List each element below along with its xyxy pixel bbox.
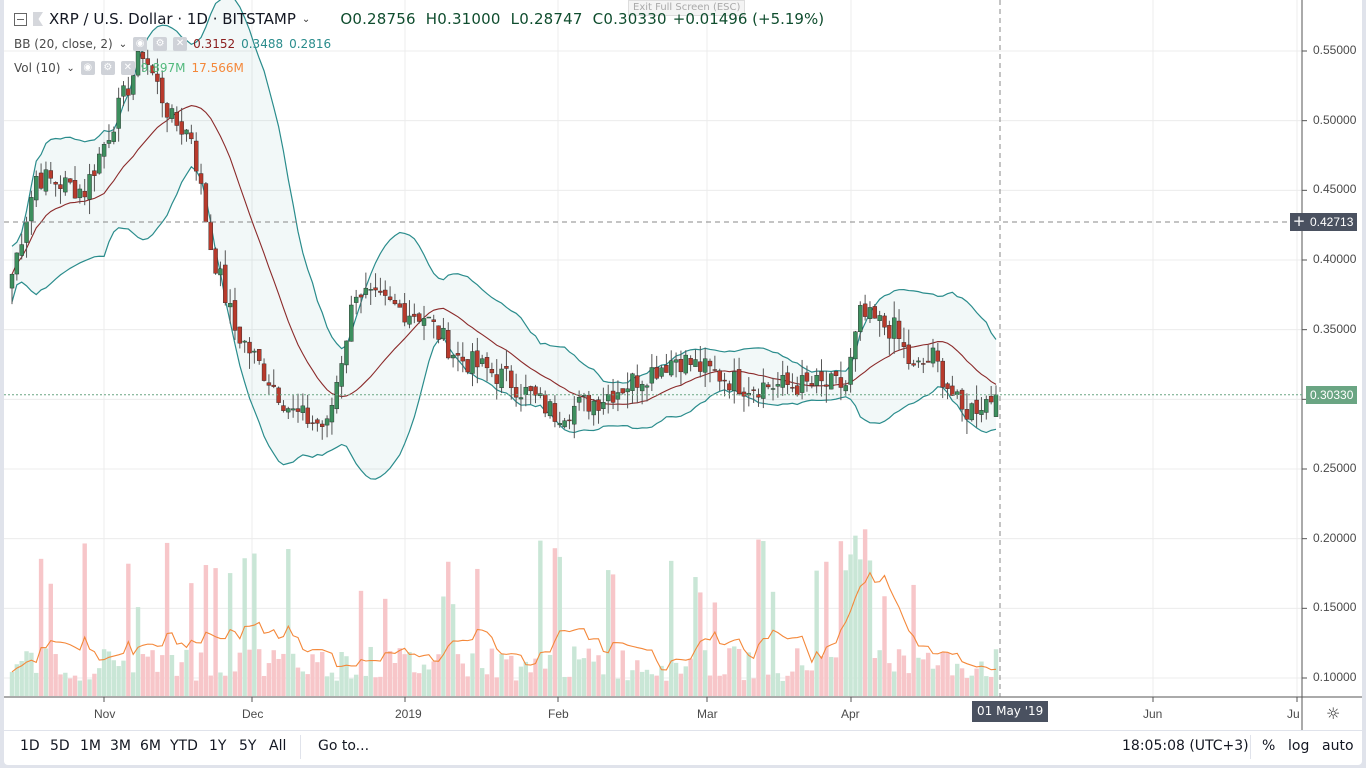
bottom-toolbar: 1D 5D 1M 3M 6M YTD 1Y 5Y All Go to... 18:05:08 (… bbox=[4, 730, 1362, 763]
price-tick-label: 0.55000 bbox=[1313, 43, 1357, 57]
price-tick-label: 0.35000 bbox=[1313, 321, 1357, 336]
ohlc-open: O0.28756 bbox=[340, 10, 416, 28]
crosshair-date-badge: 01 May '19 bbox=[972, 701, 1049, 722]
timeframe-all[interactable]: All bbox=[269, 738, 287, 754]
price-tick-label: 0.20000 bbox=[1313, 530, 1357, 545]
time-tick-label: Jun bbox=[1143, 707, 1163, 721]
time-tick-label: Ju bbox=[1287, 707, 1300, 721]
chart-settings-gear-icon[interactable]: ☼ bbox=[1326, 704, 1341, 723]
price-tick-label: 0.10000 bbox=[1313, 670, 1357, 684]
time-tick-label: Nov bbox=[94, 707, 116, 721]
close-icon[interactable]: ✕ bbox=[120, 61, 135, 75]
ohlc-low: L0.28747 bbox=[510, 10, 583, 28]
clock-timezone[interactable]: 18:05:08 (UTC+3) bbox=[1122, 738, 1249, 754]
price-tick-label: 0.50000 bbox=[1313, 112, 1357, 127]
toolbar-divider bbox=[1250, 735, 1251, 759]
bb-label[interactable]: BB (20, close, 2) bbox=[14, 37, 113, 51]
collapse-legend-icon[interactable] bbox=[14, 12, 27, 26]
timeframe-6m[interactable]: 6M bbox=[140, 738, 161, 754]
symbol-title[interactable]: XRP / U.S. Dollar · 1D · BITSTAMP bbox=[49, 10, 296, 28]
chevron-down-icon[interactable]: ⌄ bbox=[118, 38, 128, 50]
time-tick-label: Feb bbox=[548, 707, 569, 721]
price-tick-label: 0.45000 bbox=[1313, 182, 1357, 197]
flag-icon[interactable] bbox=[33, 12, 43, 26]
ohlc-change: +0.01496 (+5.19%) bbox=[672, 10, 825, 28]
price-tick-label: 0.15000 bbox=[1313, 600, 1357, 615]
goto-button[interactable]: Go to... bbox=[318, 738, 370, 754]
time-tick-label: Dec bbox=[242, 707, 264, 721]
auto-scale-toggle[interactable]: auto bbox=[1322, 738, 1354, 754]
ohlc-high: H0.31000 bbox=[425, 10, 501, 28]
bb-lower-value: 0.2816 bbox=[289, 37, 332, 51]
price-tick-label: 0.25000 bbox=[1313, 461, 1357, 475]
log-scale-toggle[interactable]: log bbox=[1288, 738, 1310, 754]
time-tick-label: Mar bbox=[697, 707, 718, 721]
close-icon[interactable]: ✕ bbox=[173, 37, 188, 51]
percent-scale-toggle[interactable]: % bbox=[1262, 738, 1276, 754]
timeframe-1y[interactable]: 1Y bbox=[209, 738, 227, 754]
volume-value: 9.897M bbox=[140, 61, 186, 75]
crosshair-price-badge: 0.42713 bbox=[1306, 213, 1358, 231]
vol-label[interactable]: Vol (10) bbox=[14, 61, 61, 75]
toolbar-divider bbox=[300, 735, 301, 759]
chevron-down-icon[interactable]: ⌄ bbox=[66, 62, 75, 74]
gear-icon[interactable]: ⚙ bbox=[100, 61, 115, 75]
bb-basis-value: 0.3152 bbox=[193, 37, 236, 51]
exit-fullscreen-tooltip: Exit Full Screen (ESC) bbox=[628, 0, 746, 16]
last-price-badge: 0.30330 bbox=[1306, 386, 1358, 404]
bb-legend: BB (20, close, 2) ⌄ ◉ ⚙ ✕ 0.3152 0.3488 … bbox=[14, 37, 331, 51]
timeframe-5y[interactable]: 5Y bbox=[239, 738, 257, 754]
ohlc-close: C0.30330 bbox=[592, 10, 667, 28]
time-tick-label: 2019 bbox=[395, 707, 422, 721]
timeframe-1d[interactable]: 1D bbox=[20, 738, 40, 754]
symbol-legend: XRP / U.S. Dollar · 1D · BITSTAMP ⌄ O0.2… bbox=[14, 10, 824, 28]
timeframe-ytd[interactable]: YTD bbox=[170, 738, 198, 754]
volume-legend: Vol (10) ⌄ ◉ ⚙ ✕ 9.897M 17.566M bbox=[14, 61, 244, 75]
volume-ma-value: 17.566M bbox=[191, 61, 244, 75]
chart-canvas[interactable] bbox=[4, 0, 1362, 730]
chart-frame: Exit Full Screen (ESC) XRP / U.S. Dollar… bbox=[4, 0, 1362, 765]
price-tick-label: 0.40000 bbox=[1313, 252, 1357, 266]
timeframe-5d[interactable]: 5D bbox=[50, 738, 70, 754]
gear-icon[interactable]: ⚙ bbox=[153, 37, 168, 51]
eye-icon[interactable]: ◉ bbox=[80, 61, 95, 75]
add-alert-plus-icon[interactable]: + bbox=[1290, 213, 1308, 231]
timeframe-1m[interactable]: 1M bbox=[80, 738, 101, 754]
chevron-down-icon[interactable]: ⌄ bbox=[301, 13, 311, 25]
time-tick-label: Apr bbox=[841, 707, 860, 721]
eye-icon[interactable]: ◉ bbox=[133, 37, 148, 51]
timeframe-3m[interactable]: 3M bbox=[110, 738, 131, 754]
bb-upper-value: 0.3488 bbox=[241, 37, 284, 51]
